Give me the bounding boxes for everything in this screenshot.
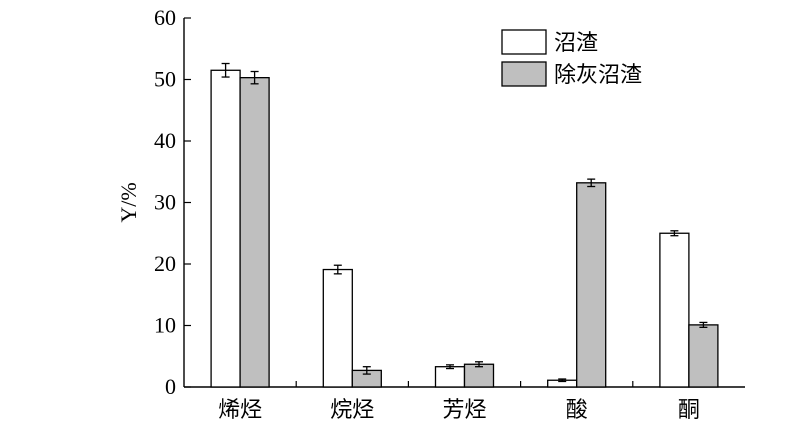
x-category-label: 酮 [678,398,700,423]
x-category-label: 酸 [566,398,588,423]
x-category-label: 芳烃 [442,398,486,423]
y-axis-label: Y/% [116,182,141,222]
y-axis: 0 10 20 30 40 50 60 [154,5,191,399]
legend-label: 除灰沼渣 [554,63,642,88]
bar-series-2 [688,324,719,388]
bar-series-1 [322,268,353,388]
y-tick-label: 30 [154,190,176,215]
y-tick-label: 20 [154,251,176,276]
bar-series-1 [434,366,466,388]
bars [210,62,719,388]
x-category-label: 烯烃 [218,398,262,423]
bar-series-1 [659,232,690,388]
legend-swatch [501,29,547,55]
y-tick-label: 40 [154,128,176,153]
bar-series-1 [210,69,241,388]
bar-series-2 [576,182,607,388]
x-category-label: 烷烃 [330,398,374,423]
y-tick-label: 50 [154,67,176,92]
legend-label: 沼渣 [554,31,598,56]
y-tick-label: 0 [165,374,176,399]
y-tick-label: 10 [154,313,176,338]
bar-series-2 [239,77,270,388]
legend-swatch [501,61,547,87]
y-tick-label: 60 [154,5,176,30]
bar-series-2 [463,363,495,388]
